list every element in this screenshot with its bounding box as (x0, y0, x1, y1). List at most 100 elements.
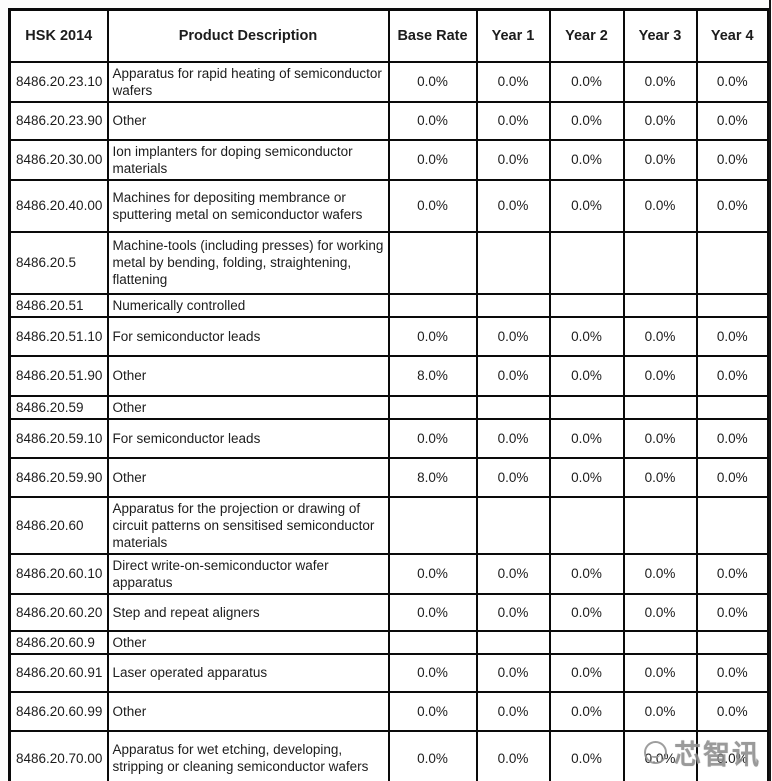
table-row: 8486.20.51 Numerically controlled (8, 292, 770, 318)
rate-cell-year-3 (622, 292, 698, 318)
rate-cell-year-1: 0.0% (475, 652, 551, 693)
column-header-year-1: Year 1 (475, 8, 551, 63)
rate-cell-year-1 (475, 394, 551, 420)
product-description-cell: Laser operated apparatus (106, 652, 390, 693)
rate-cell-year-2 (548, 292, 625, 318)
rate-cell-year-3 (622, 629, 698, 655)
rate-cell-base-rate (387, 629, 478, 655)
product-description-cell: Apparatus for wet etching, developing, s… (106, 729, 390, 781)
hsk-code-cell: 8486.20.60.9 (8, 629, 109, 655)
product-description-cell: Apparatus for the projection or drawing … (106, 495, 390, 555)
rate-cell-year-1: 0.0% (475, 138, 551, 181)
rate-cell-year-4: 0.0% (695, 552, 770, 595)
hsk-code-cell: 8486.20.5 (8, 230, 109, 295)
product-description-cell: Other (106, 100, 390, 141)
rate-cell-year-3: 0.0% (622, 138, 698, 181)
rate-cell-year-2 (548, 495, 625, 555)
column-header-year-2: Year 2 (548, 8, 625, 63)
rate-cell-year-1: 0.0% (475, 178, 551, 233)
column-header-year-3: Year 3 (622, 8, 698, 63)
hsk-code-cell: 8486.20.51 (8, 292, 109, 318)
rate-cell-year-4: 0.0% (695, 417, 770, 459)
product-description-cell: For semiconductor leads (106, 417, 390, 459)
table-row: 8486.20.51.10 For semiconductor leads 0.0%… (8, 315, 770, 357)
hsk-code-cell: 8486.20.60.99 (8, 690, 109, 732)
rate-cell-year-2: 0.0% (548, 552, 625, 595)
product-description-cell: For semiconductor leads (106, 315, 390, 357)
rate-cell-year-1: 0.0% (475, 315, 551, 357)
rate-cell-year-3: 0.0% (622, 417, 698, 459)
table-row: 8486.20.60 Apparatus for the projection o… (8, 495, 770, 555)
table-row: 8486.20.5 Machine-tools (including presse… (8, 230, 770, 295)
rate-cell-base-rate: 0.0% (387, 552, 478, 595)
product-description-cell: Direct write-on-semiconductor wafer appa… (106, 552, 390, 595)
rate-cell-year-1 (475, 495, 551, 555)
rate-cell-year-4 (695, 629, 770, 655)
rate-cell-year-4 (695, 495, 770, 555)
product-description-cell: Other (106, 629, 390, 655)
hsk-code-cell: 8486.20.23.10 (8, 60, 109, 103)
rate-cell-year-2 (548, 629, 625, 655)
rate-cell-base-rate: 0.0% (387, 315, 478, 357)
rate-cell-year-2: 0.0% (548, 100, 625, 141)
rate-cell-year-2: 0.0% (548, 60, 625, 103)
rate-cell-year-2: 0.0% (548, 729, 625, 781)
product-description-cell: Ion implanters for doping semiconductor … (106, 138, 390, 181)
table-row: 8486.20.60.99 Other 0.0% 0.0% 0.0% 0.0% 0.0% (8, 690, 770, 732)
rate-cell-base-rate: 0.0% (387, 417, 478, 459)
rate-cell-year-3: 0.0% (622, 729, 698, 781)
hsk-code-cell: 8486.20.59.10 (8, 417, 109, 459)
rate-cell-year-4 (695, 394, 770, 420)
rate-cell-year-1: 0.0% (475, 592, 551, 632)
product-description-cell: Numerically controlled (106, 292, 390, 318)
table-row: 8486.20.40.00 Machines for depositing mem… (8, 178, 770, 233)
table-body: 8486.20.23.10 Apparatus for rapid heating… (8, 60, 770, 781)
table-row: 8486.20.59.90 Other 8.0% 0.0% 0.0% 0.0% 0.0% (8, 456, 770, 498)
hsk-code-cell: 8486.20.59.90 (8, 456, 109, 498)
rate-cell-year-4: 0.0% (695, 729, 770, 781)
rate-cell-base-rate: 0.0% (387, 690, 478, 732)
rate-cell-base-rate: 0.0% (387, 60, 478, 103)
rate-cell-year-3: 0.0% (622, 100, 698, 141)
table-row: 8486.20.51.90 Other 8.0% 0.0% 0.0% 0.0% 0.0% (8, 354, 770, 397)
product-description-cell: Step and repeat aligners (106, 592, 390, 632)
hsk-code-cell: 8486.20.60.10 (8, 552, 109, 595)
rate-cell-year-1: 0.0% (475, 417, 551, 459)
rate-cell-year-4: 0.0% (695, 60, 770, 103)
hsk-code-cell: 8486.20.51.90 (8, 354, 109, 397)
rate-cell-base-rate: 8.0% (387, 456, 478, 498)
rate-cell-year-1 (475, 292, 551, 318)
column-header-hsk-2014: HSK 2014 (8, 8, 109, 63)
rate-cell-base-rate: 8.0% (387, 354, 478, 397)
rate-cell-year-1: 0.0% (475, 690, 551, 732)
rate-cell-year-4: 0.0% (695, 138, 770, 181)
rate-cell-year-1: 0.0% (475, 729, 551, 781)
rate-cell-year-2 (548, 230, 625, 295)
rate-cell-base-rate (387, 495, 478, 555)
table-row: 8486.20.23.10 Apparatus for rapid heating… (8, 60, 770, 103)
product-description-cell: Apparatus for rapid heating of semicondu… (106, 60, 390, 103)
product-description-cell: Other (106, 456, 390, 498)
rate-cell-year-2: 0.0% (548, 592, 625, 632)
rate-cell-year-3 (622, 495, 698, 555)
rate-cell-year-4 (695, 230, 770, 295)
header-row: HSK 2014 Product Description Base Rate Y… (8, 8, 770, 63)
hsk-code-cell: 8486.20.23.90 (8, 100, 109, 141)
rate-cell-year-3: 0.0% (622, 592, 698, 632)
table-row: 8486.20.60.10 Direct write-on-semiconduct… (8, 552, 770, 595)
column-header-year-4: Year 4 (695, 8, 770, 63)
table-row: 8486.20.60.91 Laser operated apparatus 0.0… (8, 652, 770, 693)
rate-cell-year-3: 0.0% (622, 652, 698, 693)
rate-cell-year-2 (548, 394, 625, 420)
rate-cell-year-3: 0.0% (622, 456, 698, 498)
rate-cell-year-1: 0.0% (475, 60, 551, 103)
rate-cell-year-1: 0.0% (475, 552, 551, 595)
hsk-code-cell: 8486.20.60 (8, 495, 109, 555)
rate-cell-year-2: 0.0% (548, 456, 625, 498)
rate-cell-year-4: 0.0% (695, 690, 770, 732)
product-description-cell: Other (106, 354, 390, 397)
table-row: 8486.20.59.10 For semiconductor leads 0.0%… (8, 417, 770, 459)
table-row: 8486.20.23.90 Other 0.0% 0.0% 0.0% 0.0% 0.0% (8, 100, 770, 141)
product-description-cell: Machines for depositing membrance or spu… (106, 178, 390, 233)
rate-cell-base-rate: 0.0% (387, 652, 478, 693)
